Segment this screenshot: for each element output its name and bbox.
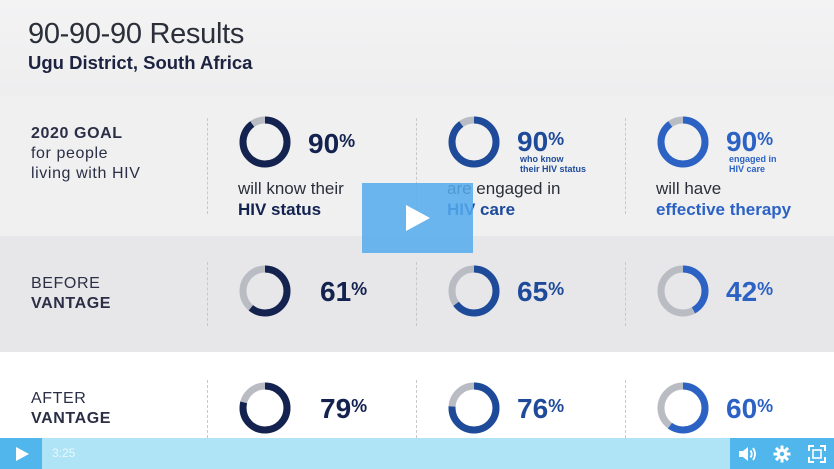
before-value-effective-therapy: 42% <box>726 276 774 307</box>
caption-know-status-line1: will know their <box>238 179 344 198</box>
fullscreen-icon <box>808 445 826 463</box>
before-label-line2: VANTAGE <box>31 295 112 312</box>
goal-ring-effective-therapy <box>657 116 709 168</box>
video-time: 3:25 <box>52 446 76 460</box>
divider <box>416 380 417 438</box>
caption-know-status-line2: HIV status <box>238 200 322 219</box>
fullscreen-button[interactable] <box>800 438 834 469</box>
divider <box>207 380 208 438</box>
goal-value-engaged-care: 90% <box>517 126 565 157</box>
caption-effective-therapy-line1: will have <box>656 179 722 198</box>
goal-label-line1: 2020 GOAL <box>31 125 123 142</box>
before-ring-know-status <box>239 265 291 317</box>
after-label-line2: VANTAGE <box>31 410 112 427</box>
after-value-engaged-care: 76% <box>517 393 565 424</box>
after-row-label: AFTER VANTAGE <box>31 389 111 429</box>
goal-label-line3: living with HIV <box>31 165 141 182</box>
play-icon <box>16 447 29 461</box>
play-icon <box>406 205 430 231</box>
after-ring-engaged-care <box>448 382 500 434</box>
goal-value-effective-therapy: 90% <box>726 126 774 157</box>
gear-icon <box>773 445 791 463</box>
before-value-know-status: 61% <box>320 276 368 307</box>
after-row: AFTER VANTAGE 79% 76% 60% <box>0 352 834 438</box>
video-play-overlay-button[interactable] <box>362 183 473 253</box>
before-label-line1: BEFORE <box>31 275 101 292</box>
slide-subtitle: Ugu District, South Africa <box>28 52 253 73</box>
after-ring-effective-therapy <box>657 382 709 434</box>
slide: 90-90-90 Results Ugu District, South Afr… <box>0 0 834 438</box>
volume-icon <box>739 447 756 461</box>
divider <box>207 118 208 214</box>
goal-label-line2: for people <box>31 145 109 162</box>
goal-note-engaged-care: who know their HIV status <box>520 154 587 174</box>
slide-header: 90-90-90 Results Ugu District, South Afr… <box>0 0 834 96</box>
before-ring-engaged-care <box>448 265 500 317</box>
before-row-label: BEFORE VANTAGE <box>31 274 111 314</box>
goal-row-label: 2020 GOAL for people living with HIV <box>31 124 140 184</box>
goal-value-know-status: 90% <box>308 128 356 159</box>
after-label-line1: AFTER <box>31 390 87 407</box>
divider <box>207 262 208 326</box>
volume-button[interactable] <box>730 438 764 469</box>
before-value-engaged-care: 65% <box>517 276 565 307</box>
goal-ring-engaged-care <box>448 116 500 168</box>
divider <box>416 262 417 326</box>
play-button[interactable] <box>0 438 42 469</box>
before-row: BEFORE VANTAGE 61% 65% 42% <box>0 236 834 352</box>
after-ring-know-status <box>239 382 291 434</box>
before-ring-effective-therapy <box>657 265 709 317</box>
goal-note-effective-therapy: engaged in HIV care <box>729 154 777 174</box>
divider <box>625 380 626 438</box>
caption-engaged-care-line1: are engaged in <box>447 179 561 198</box>
player-right-controls <box>730 438 834 469</box>
video-control-bar: 3:25 <box>0 438 834 469</box>
divider <box>416 118 417 214</box>
caption-effective-therapy-line2: effective therapy <box>656 200 792 219</box>
after-value-effective-therapy: 60% <box>726 393 774 424</box>
divider <box>625 118 626 214</box>
settings-button[interactable] <box>765 438 799 469</box>
divider <box>625 262 626 326</box>
goal-ring-know-status <box>239 116 291 168</box>
after-value-know-status: 79% <box>320 393 368 424</box>
slide-title: 90-90-90 Results <box>28 18 245 50</box>
